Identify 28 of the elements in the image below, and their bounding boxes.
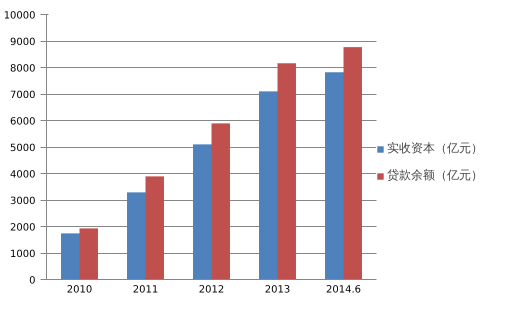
y-tick-label: 6000 [10, 116, 36, 128]
y-tick-label: 9000 [10, 37, 36, 48]
y-tick-label: 1000 [10, 249, 36, 260]
y-tick-label: 5000 [10, 143, 36, 154]
bar [325, 72, 344, 280]
bar [193, 144, 212, 280]
y-tick-label: 7000 [10, 90, 36, 101]
y-tick-label: 10000 [4, 10, 36, 22]
x-tick-label: 2013 [264, 284, 290, 296]
y-tick-label: 0 [29, 276, 36, 286]
x-tick-label: 2010 [66, 284, 92, 296]
bar [344, 47, 362, 280]
x-tick-label: 2014.6 [326, 284, 362, 296]
legend-label: 贷款余额（亿元） [387, 167, 483, 184]
bar [80, 228, 98, 280]
bar [278, 63, 296, 280]
bar [127, 192, 146, 280]
y-tick-label: 8000 [10, 64, 36, 74]
bar [212, 123, 230, 280]
bar [259, 91, 278, 280]
x-tick-label: 2012 [198, 284, 224, 296]
legend-label: 实收资本（亿元） [387, 140, 483, 157]
y-tick-label: 4000 [10, 170, 36, 180]
y-tick-label: 3000 [10, 196, 36, 207]
bar [61, 233, 80, 280]
bar [146, 176, 164, 280]
y-tick-label: 2000 [10, 222, 36, 234]
x-tick-label: 2011 [132, 284, 158, 296]
